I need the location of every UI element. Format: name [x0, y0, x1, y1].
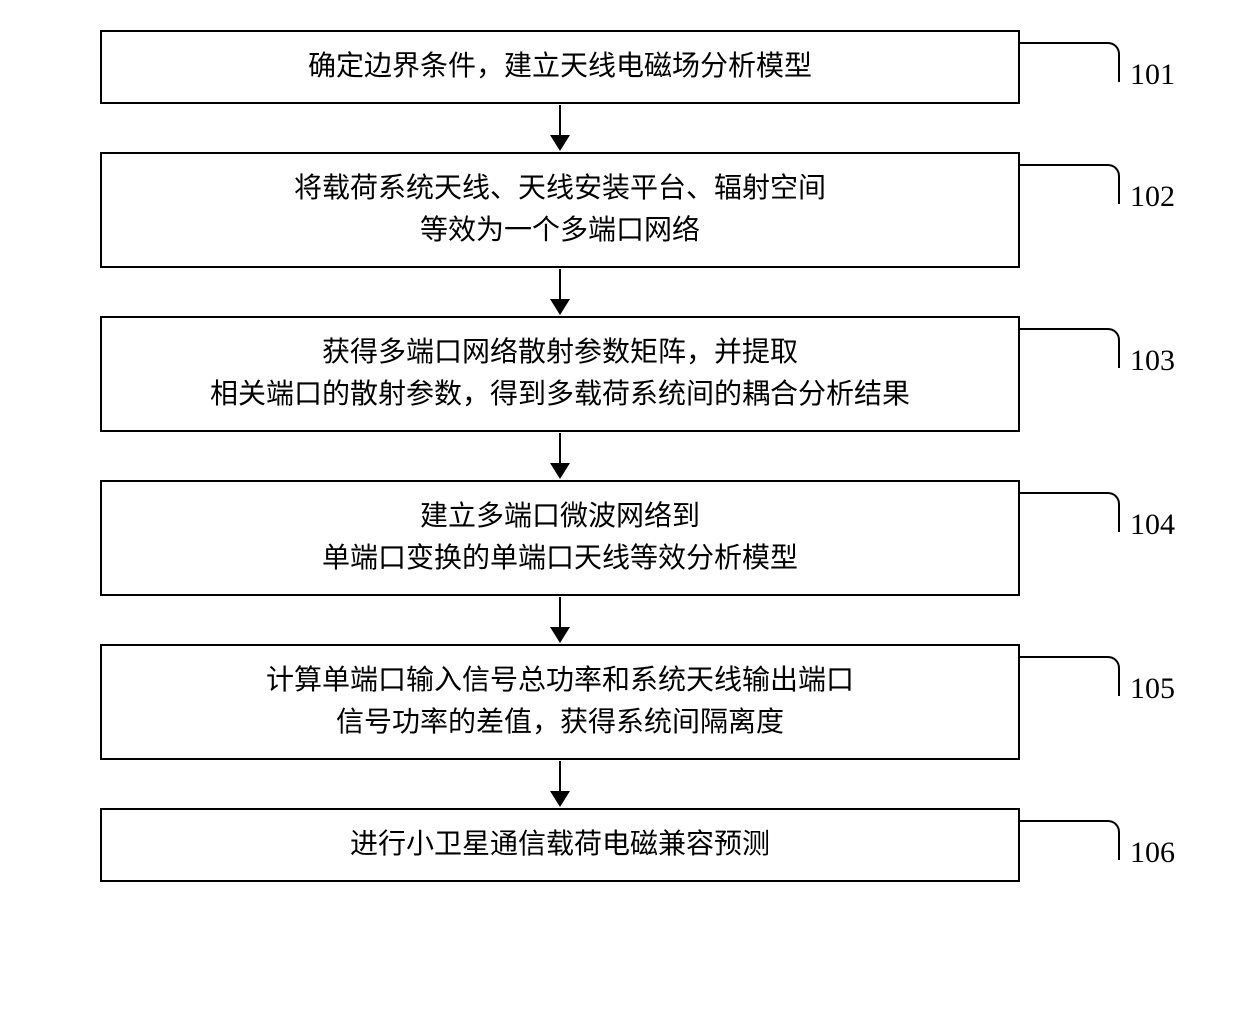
- connector-line-icon: [1020, 42, 1120, 82]
- arrow-row: [40, 432, 1200, 480]
- arrow-row: [40, 760, 1200, 808]
- arrow-head-icon: [550, 299, 570, 315]
- label-container-2: 102: [1020, 152, 1200, 268]
- step-text: 建立多端口微波网络到: [420, 496, 700, 538]
- step-label: 105: [1130, 672, 1175, 706]
- step-box-4: 建立多端口微波网络到 单端口变换的单端口天线等效分析模型: [100, 480, 1020, 596]
- arrow-2: [100, 268, 1020, 316]
- step-box-1: 确定边界条件，建立天线电磁场分析模型: [100, 30, 1020, 104]
- step-label: 103: [1130, 344, 1175, 378]
- step-text: 进行小卫星通信载荷电磁兼容预测: [350, 824, 770, 866]
- step-box-3: 获得多端口网络散射参数矩阵，并提取 相关端口的散射参数，得到多载荷系统间的耦合分…: [100, 316, 1020, 432]
- arrow-line-icon: [559, 761, 562, 791]
- step-label: 102: [1130, 180, 1175, 214]
- arrow-row: [40, 596, 1200, 644]
- step-row-3: 获得多端口网络散射参数矩阵，并提取 相关端口的散射参数，得到多载荷系统间的耦合分…: [40, 316, 1200, 432]
- arrow-line-icon: [559, 597, 562, 627]
- step-row-5: 计算单端口输入信号总功率和系统天线输出端口 信号功率的差值，获得系统间隔离度 1…: [40, 644, 1200, 760]
- arrow-head-icon: [550, 135, 570, 151]
- connector-line-icon: [1020, 656, 1120, 696]
- arrow-3: [100, 432, 1020, 480]
- connector-line-icon: [1020, 328, 1120, 368]
- step-label: 101: [1130, 58, 1175, 92]
- label-container-6: 106: [1020, 808, 1200, 882]
- arrow-head-icon: [550, 627, 570, 643]
- step-text: 相关端口的散射参数，得到多载荷系统间的耦合分析结果: [210, 374, 910, 416]
- step-text: 等效为一个多端口网络: [420, 210, 700, 252]
- connector-line-icon: [1020, 820, 1120, 860]
- label-container-3: 103: [1020, 316, 1200, 432]
- step-label: 104: [1130, 508, 1175, 542]
- step-row-1: 确定边界条件，建立天线电磁场分析模型 101: [40, 30, 1200, 104]
- step-text: 信号功率的差值，获得系统间隔离度: [336, 702, 784, 744]
- step-row-4: 建立多端口微波网络到 单端口变换的单端口天线等效分析模型 104: [40, 480, 1200, 596]
- arrow-4: [100, 596, 1020, 644]
- step-text: 计算单端口输入信号总功率和系统天线输出端口: [266, 660, 854, 702]
- arrow-row: [40, 268, 1200, 316]
- step-row-6: 进行小卫星通信载荷电磁兼容预测 106: [40, 808, 1200, 882]
- arrow-line-icon: [559, 433, 562, 463]
- arrow-line-icon: [559, 105, 562, 135]
- arrow-line-icon: [559, 269, 562, 299]
- step-box-6: 进行小卫星通信载荷电磁兼容预测: [100, 808, 1020, 882]
- step-text: 单端口变换的单端口天线等效分析模型: [322, 538, 798, 580]
- arrow-head-icon: [550, 791, 570, 807]
- label-container-5: 105: [1020, 644, 1200, 760]
- label-container-1: 101: [1020, 30, 1200, 104]
- step-text: 确定边界条件，建立天线电磁场分析模型: [308, 46, 812, 88]
- step-text: 将载荷系统天线、天线安装平台、辐射空间: [294, 168, 826, 210]
- step-label: 106: [1130, 836, 1175, 870]
- label-container-4: 104: [1020, 480, 1200, 596]
- flowchart-container: 确定边界条件，建立天线电磁场分析模型 101 将载荷系统天线、天线安装平台、辐射…: [40, 30, 1200, 882]
- connector-line-icon: [1020, 492, 1120, 532]
- arrow-row: [40, 104, 1200, 152]
- arrow-1: [100, 104, 1020, 152]
- step-box-2: 将载荷系统天线、天线安装平台、辐射空间 等效为一个多端口网络: [100, 152, 1020, 268]
- step-text: 获得多端口网络散射参数矩阵，并提取: [322, 332, 798, 374]
- connector-line-icon: [1020, 164, 1120, 204]
- step-row-2: 将载荷系统天线、天线安装平台、辐射空间 等效为一个多端口网络 102: [40, 152, 1200, 268]
- step-box-5: 计算单端口输入信号总功率和系统天线输出端口 信号功率的差值，获得系统间隔离度: [100, 644, 1020, 760]
- arrow-head-icon: [550, 463, 570, 479]
- arrow-5: [100, 760, 1020, 808]
